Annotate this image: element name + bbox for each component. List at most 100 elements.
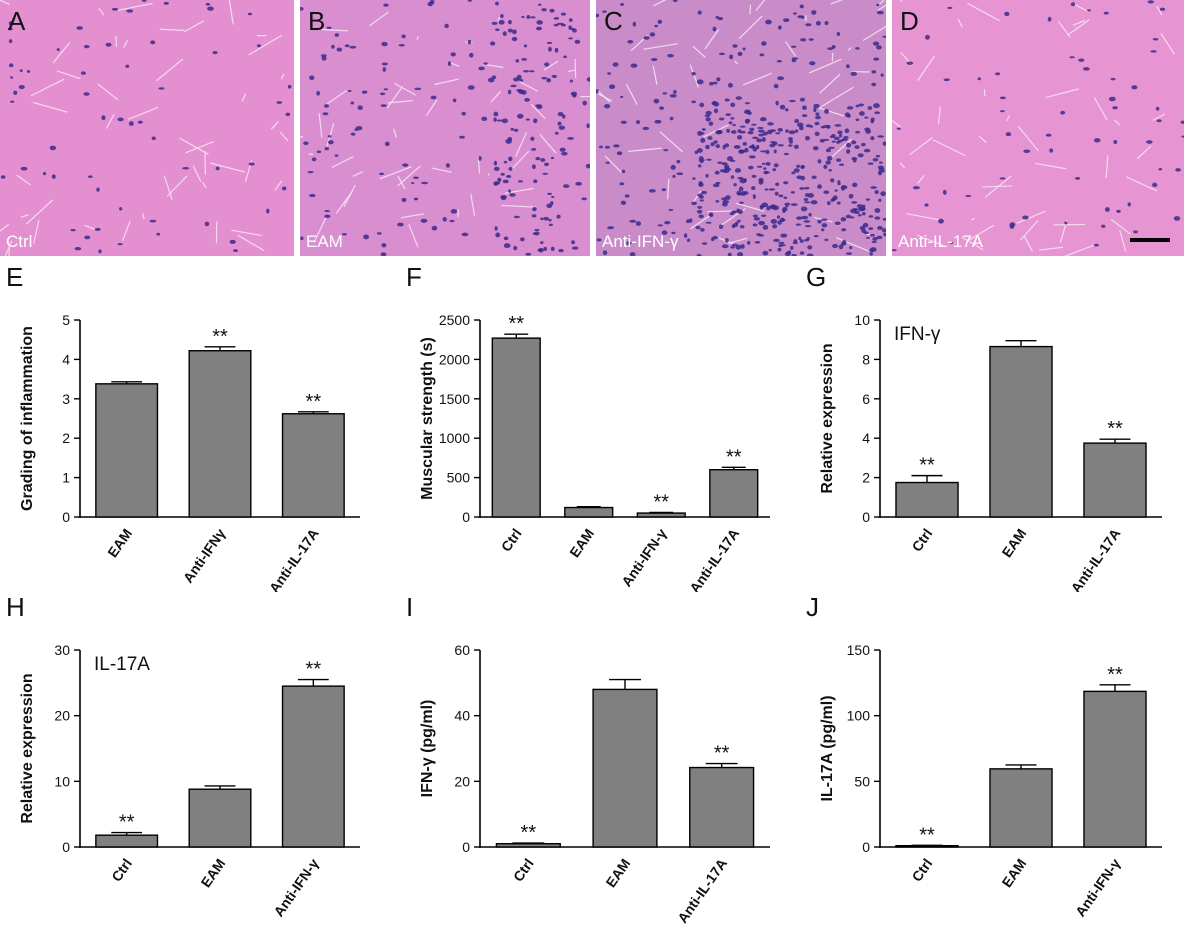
- x-tick-label: EAM: [998, 526, 1029, 561]
- significance-mark: **: [1107, 664, 1123, 686]
- panel-label-h: H: [6, 592, 25, 622]
- inner-label: IFN-γ: [894, 324, 941, 345]
- x-tick-label: EAM: [197, 856, 228, 891]
- significance-mark: **: [714, 743, 730, 765]
- bar: [709, 469, 759, 518]
- y-axis-label: Grading of inflammation: [19, 326, 36, 511]
- bar: [592, 688, 658, 848]
- y-axis-label: Muscular strength (s): [419, 337, 436, 500]
- significance-mark: **: [919, 824, 935, 846]
- significance-mark: **: [726, 446, 742, 468]
- panel-label-i: I: [406, 592, 413, 622]
- y-tick-label: 0: [462, 839, 470, 855]
- y-tick-label: 2: [862, 470, 870, 486]
- y-tick-label: 4: [862, 430, 870, 446]
- y-axis-label: IL-17A (pg/ml): [819, 695, 836, 801]
- bar: [95, 834, 159, 848]
- x-tick-label: EAM: [998, 856, 1029, 891]
- y-tick-label: 500: [447, 470, 471, 486]
- x-tick-label: EAM: [602, 856, 633, 891]
- micrograph-caption-b: EAM: [306, 232, 343, 251]
- chart-g: G 0 2 4 6 8 10 Relative expression IFN-γ ** Ctrl EA…: [806, 262, 1162, 592]
- y-tick-label: 0: [862, 509, 870, 525]
- x-tick-label: Ctrl: [909, 856, 936, 885]
- bar: [495, 843, 561, 848]
- significance-mark: **: [306, 391, 322, 413]
- inner-label: IL-17A: [94, 654, 150, 675]
- bar: [188, 350, 252, 518]
- y-tick-label: 10: [854, 312, 870, 328]
- micrograph-d-image: [892, 0, 1184, 256]
- bar: [989, 345, 1053, 518]
- bar: [1083, 442, 1147, 518]
- significance-mark: **: [1107, 418, 1123, 440]
- y-axis-label: Relative expression: [819, 343, 836, 493]
- y-axis-label: IFN-γ (pg/ml): [419, 700, 436, 798]
- x-tick-label: Anti-IFN-γ: [270, 855, 322, 919]
- y-tick-label: 5: [62, 312, 70, 328]
- panel-label-g: G: [806, 262, 826, 292]
- x-tick-label: EAM: [566, 526, 597, 561]
- bar: [491, 337, 541, 518]
- bar: [281, 413, 345, 518]
- bar: [636, 512, 686, 518]
- y-tick-label: 6: [862, 391, 870, 407]
- y-tick-label: 100: [847, 708, 871, 724]
- micrograph-a-image: [0, 0, 294, 256]
- significance-mark: **: [521, 822, 537, 844]
- micrograph-caption-c: Anti-IFN-γ: [602, 232, 679, 251]
- y-tick-label: 0: [62, 839, 70, 855]
- y-tick-label: 0: [862, 839, 870, 855]
- y-tick-label: 3: [62, 391, 70, 407]
- y-tick-label: 0: [462, 509, 470, 525]
- panel-label-c: C: [604, 6, 623, 36]
- x-tick-label: Anti-IFN-γ: [618, 525, 670, 589]
- panel-label-a: A: [8, 6, 26, 36]
- y-tick-label: 2500: [439, 312, 470, 328]
- significance-mark: **: [119, 812, 135, 834]
- chart-i: I 0 20 40 60 IFN-γ (pg/ml) ** Ctrl EAM ** Anti-IL-…: [406, 592, 770, 926]
- bar: [1083, 690, 1147, 848]
- bar: [281, 685, 345, 848]
- y-tick-label: 150: [847, 642, 871, 658]
- micrograph-c: C Anti-IFN-γ: [596, 0, 886, 256]
- y-tick-label: 50: [854, 773, 870, 789]
- y-tick-label: 20: [454, 773, 470, 789]
- micrograph-b: B EAM: [300, 0, 590, 256]
- x-tick-label: Anti-IFNγ: [180, 525, 229, 585]
- panel-label-e: E: [6, 262, 23, 292]
- significance-mark: **: [653, 491, 669, 513]
- y-tick-label: 20: [54, 708, 70, 724]
- y-tick-label: 2: [62, 430, 70, 446]
- x-tick-label: Ctrl: [510, 856, 537, 885]
- bar: [95, 383, 159, 518]
- chart-e: E 0 1 2 3 4 5 Grading of inflammation EAM ** Anti-…: [6, 262, 360, 592]
- significance-mark: **: [919, 455, 935, 477]
- panel-label-j: J: [806, 592, 819, 622]
- x-tick-label: Anti-IFN-γ: [1072, 855, 1124, 919]
- x-tick-label: Anti-IL-17A: [1068, 526, 1124, 592]
- micrograph-d: D Anti-IL-17A: [892, 0, 1184, 256]
- chart-j: J 0 50 100 150 IL-17A (pg/ml) ** Ctrl EAM ** Anti-…: [806, 592, 1162, 920]
- y-tick-label: 1500: [439, 391, 470, 407]
- micrograph-b-image: [300, 0, 590, 256]
- bar: [689, 766, 755, 848]
- x-tick-label: Ctrl: [909, 526, 936, 555]
- y-tick-label: 4: [62, 351, 70, 367]
- y-tick-label: 60: [454, 642, 470, 658]
- y-axis-label: Relative expression: [19, 673, 36, 823]
- scale-bar: [1130, 238, 1170, 242]
- significance-mark: **: [306, 659, 322, 681]
- panel-label-d: D: [900, 6, 919, 36]
- bar: [895, 481, 959, 518]
- chart-h: H 0 10 20 30 Relative expression IL-17A ** Ctrl E…: [6, 592, 360, 920]
- x-tick-label: Ctrl: [108, 856, 135, 885]
- panel-label-f: F: [406, 262, 422, 292]
- y-tick-label: 30: [54, 642, 70, 658]
- y-tick-label: 2000: [439, 351, 470, 367]
- x-tick-label: Anti-IL-17A: [674, 856, 730, 926]
- x-tick-label: Anti-IL-17A: [686, 526, 742, 592]
- bar: [564, 506, 614, 518]
- micrograph-caption-d: Anti-IL-17A: [898, 232, 984, 251]
